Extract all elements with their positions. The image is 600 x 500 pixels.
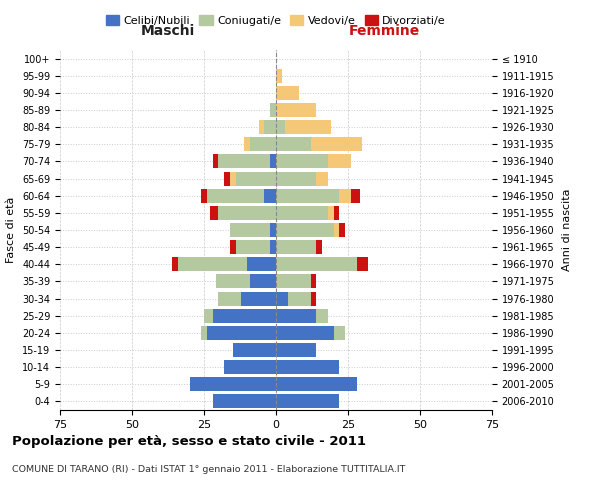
Bar <box>276 206 328 220</box>
Bar <box>218 206 276 220</box>
Bar <box>328 206 334 220</box>
Text: Popolazione per età, sesso e stato civile - 2011: Popolazione per età, sesso e stato civil… <box>12 435 366 448</box>
Bar <box>334 223 340 237</box>
Bar <box>276 138 311 151</box>
Bar <box>276 378 356 392</box>
Bar <box>284 120 331 134</box>
Bar <box>276 103 316 117</box>
Bar <box>276 258 356 272</box>
Bar <box>276 154 328 168</box>
Bar <box>250 138 276 151</box>
Bar <box>204 308 212 322</box>
Bar <box>230 240 236 254</box>
Bar <box>233 343 276 357</box>
Bar <box>241 292 276 306</box>
Bar <box>218 154 270 168</box>
Bar <box>276 292 287 306</box>
Bar <box>276 188 340 202</box>
Bar <box>276 68 282 82</box>
Bar <box>276 86 299 100</box>
Bar <box>210 206 218 220</box>
Bar <box>244 138 250 151</box>
Bar <box>276 223 334 237</box>
Bar <box>276 343 316 357</box>
Bar <box>224 172 230 185</box>
Bar <box>224 360 276 374</box>
Bar <box>172 258 178 272</box>
Bar <box>276 360 340 374</box>
Bar <box>311 292 316 306</box>
Bar <box>230 223 270 237</box>
Bar <box>311 138 362 151</box>
Bar <box>276 394 340 408</box>
Bar <box>316 308 328 322</box>
Bar <box>334 206 340 220</box>
Bar <box>334 326 345 340</box>
Bar <box>236 172 276 185</box>
Legend: Celibi/Nubili, Coniugati/e, Vedovi/e, Divorziati/e: Celibi/Nubili, Coniugati/e, Vedovi/e, Di… <box>101 10 451 30</box>
Text: COMUNE DI TARANO (RI) - Dati ISTAT 1° gennaio 2011 - Elaborazione TUTTITALIA.IT: COMUNE DI TARANO (RI) - Dati ISTAT 1° ge… <box>12 465 406 474</box>
Bar <box>236 240 270 254</box>
Bar <box>356 258 368 272</box>
Y-axis label: Fasce di età: Fasce di età <box>7 197 16 263</box>
Bar <box>316 172 328 185</box>
Bar <box>270 103 276 117</box>
Bar <box>247 258 276 272</box>
Bar <box>328 154 351 168</box>
Bar <box>276 274 311 288</box>
Bar <box>311 274 316 288</box>
Text: Femmine: Femmine <box>349 24 419 38</box>
Bar <box>259 120 265 134</box>
Bar <box>207 326 276 340</box>
Bar <box>201 188 207 202</box>
Bar <box>270 240 276 254</box>
Bar <box>276 326 334 340</box>
Bar <box>178 258 247 272</box>
Bar <box>276 308 316 322</box>
Bar <box>218 292 241 306</box>
Bar <box>276 120 284 134</box>
Bar <box>212 394 276 408</box>
Bar <box>207 188 265 202</box>
Bar <box>230 172 236 185</box>
Bar <box>201 326 207 340</box>
Bar <box>270 154 276 168</box>
Bar <box>316 240 322 254</box>
Bar <box>215 274 250 288</box>
Bar <box>270 223 276 237</box>
Bar <box>340 223 345 237</box>
Bar <box>287 292 311 306</box>
Bar <box>265 120 276 134</box>
Bar <box>265 188 276 202</box>
Bar <box>250 274 276 288</box>
Bar <box>190 378 276 392</box>
Bar <box>276 172 316 185</box>
Y-axis label: Anni di nascita: Anni di nascita <box>562 188 572 271</box>
Bar <box>351 188 359 202</box>
Bar <box>276 240 316 254</box>
Text: Maschi: Maschi <box>141 24 195 38</box>
Bar <box>340 188 351 202</box>
Bar <box>212 308 276 322</box>
Bar <box>212 154 218 168</box>
